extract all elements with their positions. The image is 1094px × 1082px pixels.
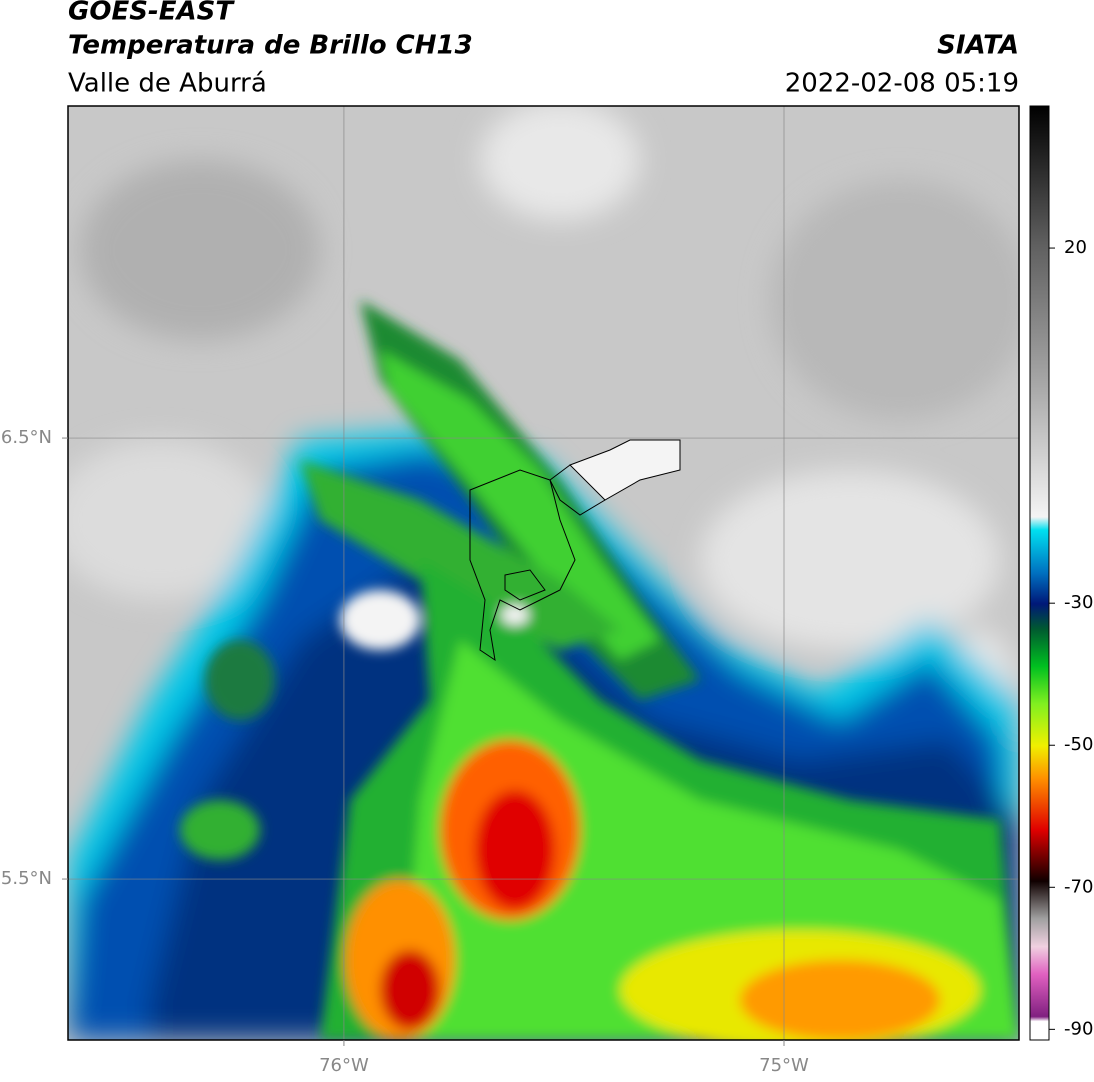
map-frame — [67, 105, 1020, 1041]
x-tick-label: 76°W — [319, 1055, 369, 1076]
colorbar — [1029, 105, 1050, 1041]
satellite-image — [68, 106, 1019, 1040]
subtitle: Temperatura de Brillo CH13 — [68, 31, 473, 61]
municipality-outlines — [469, 439, 681, 662]
colorbar-tick-label: -50 — [1064, 734, 1093, 755]
y-tick-label: 5.5°N — [1, 868, 52, 889]
grid — [68, 106, 1019, 1040]
colorbar-tick-label: -90 — [1064, 1018, 1093, 1039]
title: GOES-EAST — [68, 0, 235, 27]
y-tick-label: 6.5°N — [1, 427, 52, 448]
region: Valle de Aburrá — [68, 69, 267, 99]
x-tick-label: 75°W — [759, 1055, 809, 1076]
colorbar-tick-label: 20 — [1064, 237, 1087, 258]
datetime: 2022-02-08 05:19 — [785, 69, 1019, 99]
source: SIATA — [937, 31, 1019, 61]
colorbar-tick-label: -30 — [1064, 592, 1093, 613]
colorbar-tick-label: -70 — [1064, 876, 1093, 897]
